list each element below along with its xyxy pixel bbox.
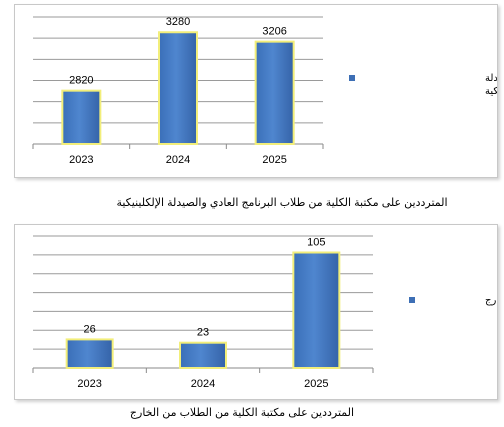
chart-1-caption: المترددين على مكتبة الكلية من طلاب البرن… <box>116 197 448 209</box>
legend-label: طلاب من الخارج <box>485 295 497 306</box>
data-label: 3206 <box>262 26 286 38</box>
data-label: 26 <box>84 323 96 335</box>
bar-2023 <box>61 89 102 146</box>
chart-2-frame: 26 2023 23 2024 105 2025 طلاب من الخارج <box>14 224 498 400</box>
chart-2-caption: المترددين على مكتبة الكلية من الطلاب من … <box>129 407 355 419</box>
x-tick-label: 2025 <box>262 154 286 166</box>
bar-2024 <box>179 341 227 369</box>
data-label: 23 <box>197 327 209 339</box>
chart-2: 26 2023 23 2024 105 2025 طلاب من الخارج <box>32 235 497 390</box>
x-tick-label: 2024 <box>191 378 215 390</box>
x-tick-label: 2024 <box>166 154 190 166</box>
bar-2025 <box>292 251 341 369</box>
data-label: 105 <box>307 237 325 249</box>
data-label: 2820 <box>69 75 93 87</box>
x-tick-label: 2025 <box>304 378 328 390</box>
chart-1: 2820 2023 3280 2024 3206 2025 طلاب البرنامج ال… <box>32 16 497 166</box>
data-label: 3280 <box>166 16 190 28</box>
x-tick-label: 2023 <box>69 154 93 166</box>
x-tick-label: 2023 <box>77 378 101 390</box>
bar-2023 <box>65 338 114 370</box>
bar-2025 <box>254 40 295 145</box>
bar-2024 <box>158 31 198 146</box>
legend-marker <box>409 297 415 303</box>
legend-label: طلاب البرنامج العادي و الصيدلةالإكلينيكي… <box>485 73 497 97</box>
legend-marker <box>349 75 355 81</box>
chart-1-frame: 2820 2023 3280 2024 3206 2025 طلاب البرنامج ال… <box>14 4 498 178</box>
